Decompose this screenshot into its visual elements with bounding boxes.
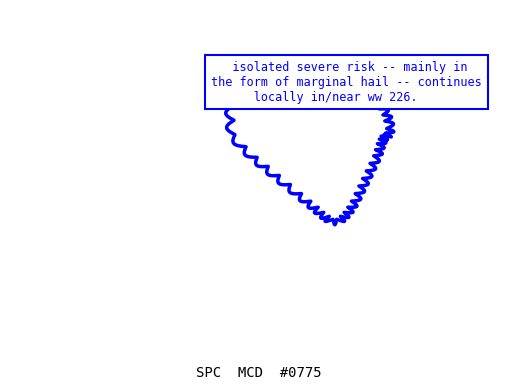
Text: SPC  MCD  #0775: SPC MCD #0775 — [196, 366, 322, 380]
Text: isolated severe risk -- mainly in
the form of marginal hail -- continues
      l: isolated severe risk -- mainly in the fo… — [211, 61, 482, 104]
